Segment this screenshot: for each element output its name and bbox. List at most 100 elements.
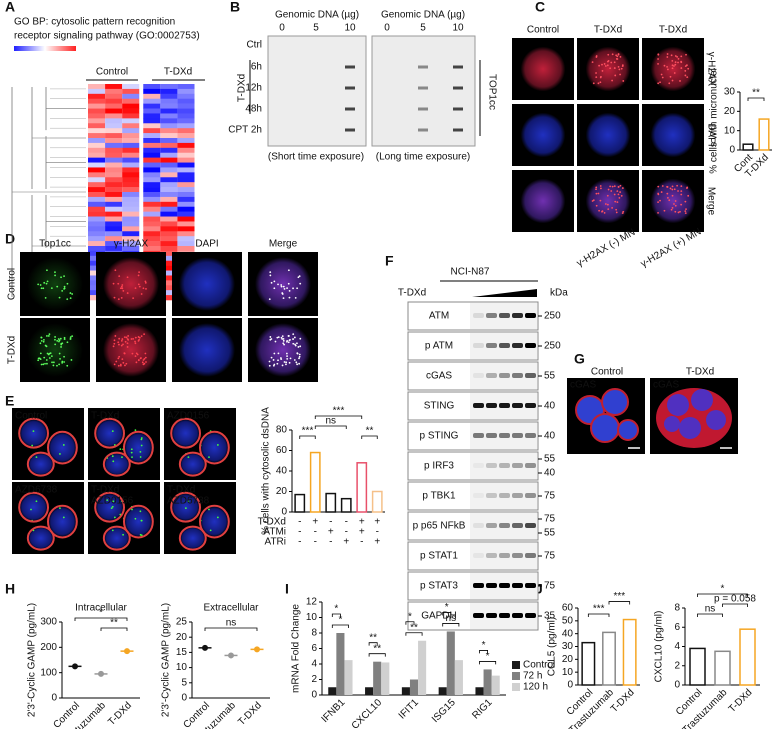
- foci: [283, 287, 286, 290]
- foci: [113, 296, 116, 299]
- row-label: 48h: [245, 104, 262, 115]
- treatment-sign: -: [298, 527, 301, 538]
- treatment-label: ATMi: [263, 527, 286, 538]
- heatmap-cell: [160, 211, 178, 217]
- foci: [47, 353, 50, 356]
- heatmap-cell: [143, 108, 161, 114]
- x-tick-label: RIG1: [470, 697, 495, 722]
- target-label: TOP1cc: [486, 74, 497, 110]
- foci: [106, 499, 109, 501]
- foci: [597, 192, 600, 195]
- foci: [676, 55, 679, 58]
- nucleus: [255, 257, 311, 311]
- foci: [69, 337, 72, 340]
- significance-label: *: [486, 651, 490, 662]
- foci: [59, 453, 61, 455]
- heatmap-cell: [177, 118, 195, 124]
- foci: [269, 274, 272, 277]
- foci: [677, 190, 679, 192]
- band: [512, 343, 523, 348]
- y-tick-label: 15: [176, 647, 188, 658]
- foci: [59, 357, 61, 360]
- heatmap-cell: [88, 123, 106, 129]
- foci: [122, 343, 124, 346]
- heatmap-cell: [122, 108, 140, 114]
- foci: [134, 340, 136, 343]
- x-tick-label: T-DXd: [106, 700, 134, 728]
- cell-line: NCI-N87: [451, 267, 490, 278]
- marker-label: 75: [544, 514, 556, 525]
- foci: [120, 296, 123, 299]
- panel-label: J: [535, 581, 543, 597]
- y-tick-label: 100: [40, 667, 57, 678]
- foci: [663, 209, 666, 212]
- foci: [131, 456, 133, 459]
- significance-bracket: [479, 661, 497, 665]
- foci: [686, 64, 688, 67]
- heatmap-cell: [88, 206, 106, 212]
- y-tick-label: 20: [176, 632, 188, 643]
- heatmap-cell: [160, 103, 178, 109]
- foci: [280, 336, 283, 339]
- foci: [283, 343, 286, 346]
- foci: [687, 67, 690, 70]
- foci: [63, 275, 65, 278]
- heatmap-cell: [122, 118, 140, 124]
- foci: [289, 338, 291, 341]
- heatmap-cell: [122, 98, 140, 104]
- foci: [614, 200, 617, 203]
- heatmap-cell: [143, 98, 161, 104]
- foci: [286, 357, 289, 360]
- foci: [143, 362, 146, 365]
- foci: [142, 359, 145, 361]
- heatmap-cell: [105, 98, 123, 104]
- heatmap-cell: [105, 167, 123, 173]
- heatmap-cell: [88, 152, 106, 158]
- column-label: Control: [527, 25, 559, 36]
- foci: [269, 336, 272, 338]
- significance-label: *: [408, 611, 412, 622]
- foci: [208, 508, 210, 511]
- y-tick-label: 0: [51, 693, 57, 704]
- foci: [595, 56, 598, 58]
- treatment-sign: -: [298, 517, 301, 528]
- protein-label: ATM: [429, 311, 449, 322]
- heatmap-cell: [88, 182, 106, 188]
- group-label: T-DXd: [164, 67, 192, 78]
- y-tick-label: 40: [562, 628, 574, 639]
- foci: [297, 346, 300, 348]
- mean-dot: [124, 648, 130, 655]
- nucleus: [95, 492, 124, 522]
- protein-label: p TBK1: [422, 491, 456, 502]
- nucleus: [520, 46, 566, 92]
- heatmap-cell: [143, 246, 161, 252]
- foci: [60, 343, 63, 346]
- foci: [673, 65, 675, 67]
- foci: [671, 67, 674, 70]
- column-label: T-DXd: [686, 367, 714, 378]
- foci: [617, 186, 620, 188]
- foci: [141, 361, 144, 364]
- heatmap-cell: [122, 192, 140, 198]
- foci: [668, 82, 671, 85]
- panel-title: receptor signaling pathway (GO:0002753): [14, 31, 200, 42]
- marker-label: 55: [544, 371, 556, 382]
- foci: [61, 360, 64, 363]
- foci: [273, 287, 276, 290]
- heatmap-cell: [177, 187, 195, 193]
- band: [486, 343, 497, 348]
- band: [486, 523, 497, 528]
- foci: [127, 335, 130, 337]
- nucleus: [27, 452, 54, 476]
- heatmap-cell: [143, 147, 161, 154]
- significance-label: p = 0.058: [714, 594, 756, 605]
- foci: [43, 281, 46, 284]
- foci: [117, 357, 120, 360]
- heatmap-cell: [88, 133, 106, 139]
- foci: [657, 212, 659, 214]
- foci: [606, 194, 609, 197]
- heatmap-cell: [143, 133, 161, 139]
- foci: [216, 444, 219, 446]
- protein-label: GAPDH: [421, 611, 457, 622]
- nucleus: [601, 388, 629, 416]
